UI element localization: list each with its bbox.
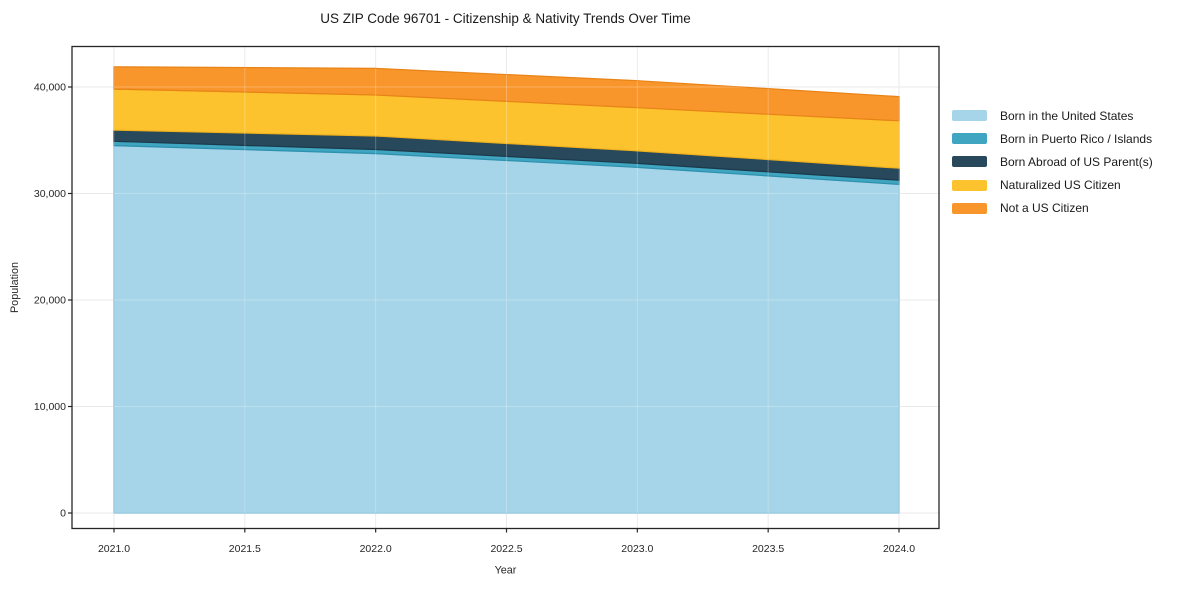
x-tick-label: 2023.5: [752, 543, 784, 555]
y-tick-label: 0: [60, 508, 66, 520]
area-not-a-us-citizen: [113, 66, 900, 122]
legend-swatch-icon: [952, 202, 987, 214]
legend-item-born-in-puerto-rico-islands: Born in Puerto Rico / Islands: [952, 127, 1153, 150]
legend-swatch-icon: [952, 179, 987, 191]
y-tick-label: 20,000: [34, 295, 66, 307]
x-tick-label: 2021.5: [229, 543, 261, 555]
legend-item-born-abroad-of-us-parent-s: Born Abroad of US Parent(s): [952, 150, 1153, 173]
legend-item-born-in-the-united-states: Born in the United States: [952, 104, 1153, 127]
stacked-areas: [113, 66, 900, 514]
gridlines-over: [114, 66, 899, 514]
x-axis-label: Year: [495, 565, 517, 577]
legend-swatch-icon: [952, 156, 987, 168]
x-tick-label: 2024.0: [883, 543, 915, 555]
legend-label: Born Abroad of US Parent(s): [1000, 154, 1153, 169]
x-tick-label: 2022.0: [360, 543, 392, 555]
legend-label: Born in the United States: [1000, 108, 1134, 123]
plot-border: [71, 45, 940, 530]
legend-swatch-icon: [952, 133, 987, 145]
x-tick-label: 2021.0: [98, 543, 130, 555]
y-tick-label: 30,000: [34, 188, 66, 200]
legend-label: Born in Puerto Rico / Islands: [1000, 131, 1153, 146]
legend-item-not-a-us-citizen: Not a US Citizen: [952, 197, 1153, 220]
x-tick-label: 2022.5: [490, 543, 522, 555]
legend: Born in the United States Born in Puerto …: [952, 104, 1153, 220]
legend-swatch-icon: [952, 110, 987, 122]
y-tick-label: 10,000: [34, 401, 66, 413]
chart-title: US ZIP Code 96701 - Citizenship & Nativi…: [320, 11, 690, 26]
y-tick-label: 40,000: [34, 82, 66, 94]
legend-item-naturalized-us-citizen: Naturalized US Citizen: [952, 174, 1153, 197]
axes: 2021.0 2021.5 2022.0 2022.5 2023.0 2023.5 2024…: [34, 45, 940, 555]
legend-label: Naturalized US Citizen: [1000, 178, 1121, 193]
x-tick-label: 2023.0: [621, 543, 653, 555]
legend-label: Not a US Citizen: [1000, 201, 1089, 216]
y-axis-label: Population: [9, 262, 21, 313]
